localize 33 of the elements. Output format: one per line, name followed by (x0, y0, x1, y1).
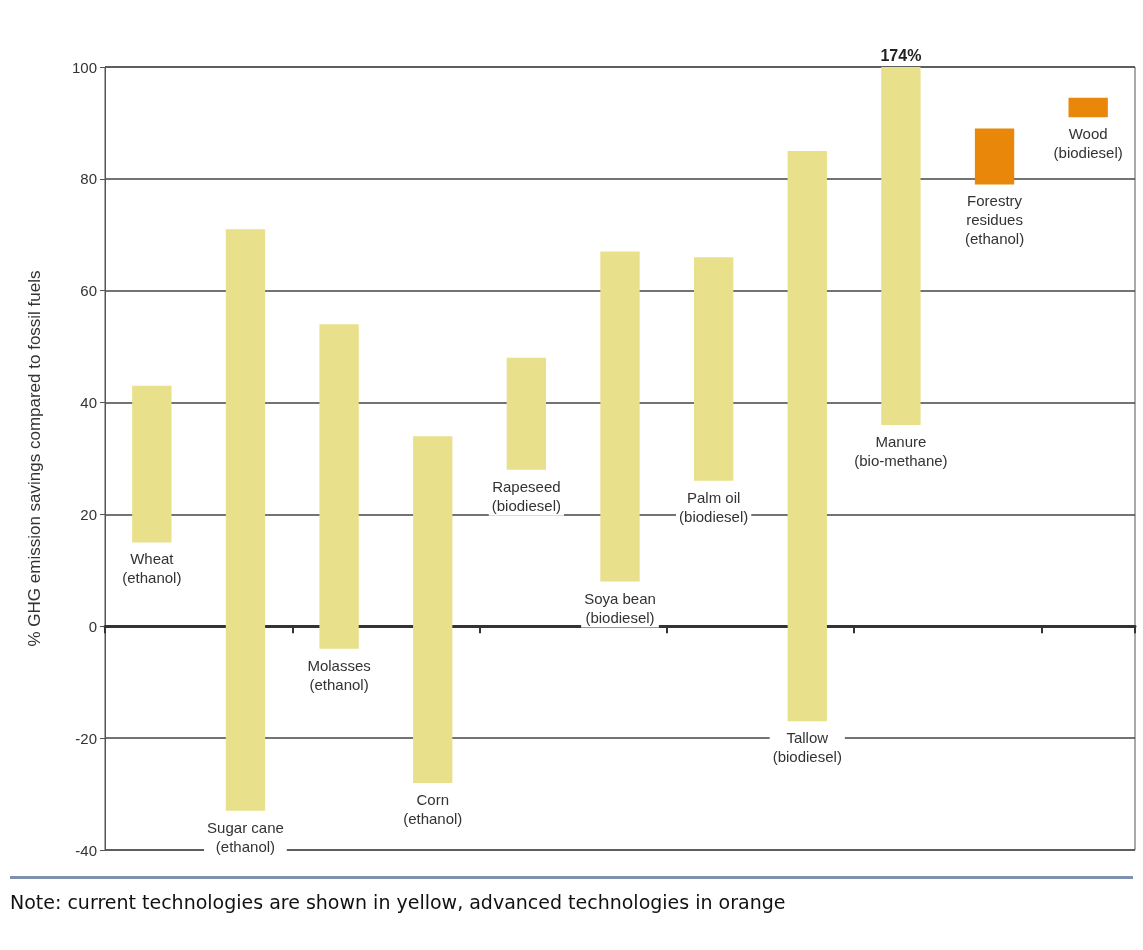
x-tick-label: Tallow (biodiesel) (772, 729, 842, 766)
y-tick-label: 0 (88, 617, 97, 635)
x-tick-label: Rapeseed (biodiesel) (491, 477, 561, 514)
x-tick-label: Soya bean (biodiesel) (584, 589, 656, 626)
x-tick-label: Molasses (ethanol) (307, 656, 371, 693)
bar (974, 128, 1015, 185)
bar (132, 385, 172, 543)
y-tick-label: 60 (80, 282, 97, 300)
y-tick-label: -20 (75, 729, 97, 747)
y-tick-label: -40 (75, 841, 97, 859)
x-tick-label: Wood (biodiesel) (1053, 125, 1123, 162)
bar (413, 436, 453, 783)
y-tick-label: 40 (80, 394, 97, 412)
x-tick-label: Forestry residues (ethanol) (964, 192, 1025, 248)
y-axis-title: % GHG emission savings compared to fossil fuels (25, 270, 44, 647)
bar (225, 229, 266, 811)
x-tick-label: Palm oil (biodiesel) (679, 488, 749, 525)
x-tick-label: Sugar cane (ethanol) (207, 818, 284, 855)
y-tick-label: 80 (80, 170, 97, 188)
y-tick-label: 100 (71, 58, 97, 76)
text: Note: current technologies are shown in yellow, advanced technologies in orange (10, 876, 1133, 913)
bar (693, 257, 734, 481)
bar (1068, 97, 1108, 118)
bar (787, 150, 827, 722)
bar (506, 357, 547, 470)
x-tick-label: Manure (bio-methane) (854, 432, 948, 469)
annotation: 174% (880, 46, 922, 64)
x-tick-label: Wheat (ethanol) (122, 550, 182, 587)
bar (881, 67, 921, 425)
x-tick-label: Corn (ethanol) (403, 790, 463, 827)
y-tick-label: 20 (80, 505, 97, 523)
bar (600, 251, 640, 582)
bar (319, 324, 359, 649)
